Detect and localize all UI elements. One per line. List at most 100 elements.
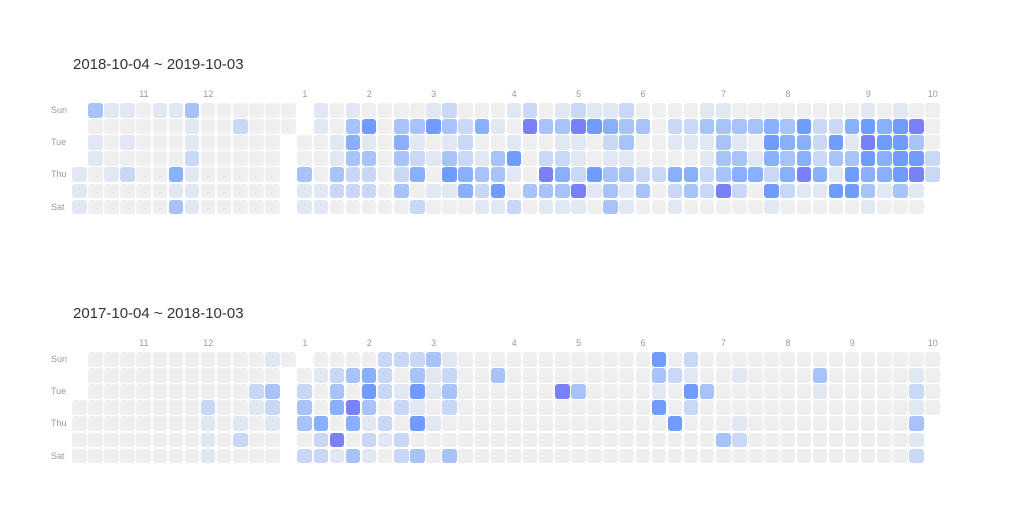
heatmap-cell[interactable] (699, 400, 715, 415)
heatmap-cell[interactable] (394, 432, 409, 447)
heatmap-cell[interactable] (184, 135, 200, 150)
heatmap-cell[interactable] (780, 119, 795, 134)
heatmap-cell[interactable] (522, 368, 538, 383)
heatmap-cell[interactable] (152, 400, 167, 415)
heatmap-cell[interactable] (345, 384, 361, 399)
heatmap-cell[interactable] (893, 199, 908, 215)
heatmap-cell[interactable] (233, 368, 248, 383)
heatmap-cell[interactable] (732, 167, 747, 182)
heatmap-cell[interactable] (683, 448, 699, 464)
heatmap-cell[interactable] (780, 448, 795, 464)
heatmap-cell[interactable] (522, 400, 538, 415)
heatmap-cell[interactable] (426, 400, 441, 415)
heatmap-cell[interactable] (748, 151, 763, 166)
heatmap-cell[interactable] (184, 352, 200, 367)
heatmap-cell[interactable] (216, 183, 232, 198)
heatmap-cell[interactable] (297, 151, 312, 166)
heatmap-cell[interactable] (458, 368, 473, 383)
heatmap-cell[interactable] (442, 183, 457, 198)
heatmap-cell[interactable] (104, 432, 119, 447)
heatmap-cell[interactable] (812, 151, 828, 166)
heatmap-cell[interactable] (377, 368, 393, 383)
heatmap-cell[interactable] (458, 167, 473, 182)
heatmap-cell[interactable] (603, 416, 618, 431)
heatmap-cell[interactable] (377, 183, 393, 198)
heatmap-cell[interactable] (506, 199, 522, 215)
heatmap-cell[interactable] (136, 400, 151, 415)
heatmap-cell[interactable] (136, 151, 151, 166)
heatmap-cell[interactable] (426, 103, 441, 118)
heatmap-cell[interactable] (796, 119, 811, 134)
heatmap-cell[interactable] (538, 103, 554, 118)
heatmap-cell[interactable] (329, 151, 345, 166)
heatmap-cell[interactable] (877, 199, 892, 215)
heatmap-cell[interactable] (458, 400, 473, 415)
heatmap-cell[interactable] (426, 448, 441, 464)
heatmap-cell[interactable] (394, 183, 409, 198)
heatmap-cell[interactable] (812, 352, 828, 367)
heatmap-cell[interactable] (538, 183, 554, 198)
heatmap-cell[interactable] (442, 199, 457, 215)
heatmap-cell[interactable] (281, 103, 296, 118)
heatmap-cell[interactable] (410, 432, 425, 447)
heatmap-cell[interactable] (796, 400, 811, 415)
heatmap-cell[interactable] (699, 119, 715, 134)
heatmap-cell[interactable] (474, 199, 489, 215)
heatmap-cell[interactable] (522, 432, 538, 447)
heatmap-cell[interactable] (506, 135, 522, 150)
heatmap-cell[interactable] (377, 416, 393, 431)
heatmap-cell[interactable] (233, 183, 248, 198)
heatmap-cell[interactable] (88, 448, 103, 464)
heatmap-cell[interactable] (780, 199, 795, 215)
heatmap-cell[interactable] (104, 448, 119, 464)
heatmap-cell[interactable] (361, 183, 377, 198)
heatmap-cell[interactable] (216, 119, 232, 134)
heatmap-cell[interactable] (168, 119, 184, 134)
heatmap-cell[interactable] (812, 167, 828, 182)
heatmap-cell[interactable] (506, 119, 522, 134)
heatmap-cell[interactable] (587, 352, 602, 367)
heatmap-cell[interactable] (104, 119, 119, 134)
heatmap-cell[interactable] (699, 167, 715, 182)
heatmap-cell[interactable] (877, 183, 892, 198)
heatmap-cell[interactable] (313, 167, 328, 182)
heatmap-cell[interactable] (216, 103, 232, 118)
heatmap-cell[interactable] (748, 432, 763, 447)
heatmap-cell[interactable] (522, 167, 538, 182)
heatmap-cell[interactable] (490, 119, 506, 134)
heatmap-cell[interactable] (683, 400, 699, 415)
heatmap-cell[interactable] (345, 183, 361, 198)
heatmap-cell[interactable] (410, 416, 425, 431)
heatmap-cell[interactable] (394, 368, 409, 383)
heatmap-cell[interactable] (619, 368, 634, 383)
heatmap-cell[interactable] (442, 167, 457, 182)
heatmap-cell[interactable] (683, 199, 699, 215)
heatmap-cell[interactable] (233, 416, 248, 431)
heatmap-cell[interactable] (587, 135, 602, 150)
heatmap-cell[interactable] (619, 151, 634, 166)
heatmap-cell[interactable] (748, 135, 763, 150)
heatmap-cell[interactable] (377, 448, 393, 464)
heatmap-cell[interactable] (764, 119, 779, 134)
heatmap-cell[interactable] (780, 151, 795, 166)
heatmap-cell[interactable] (506, 103, 522, 118)
heatmap-cell[interactable] (925, 119, 940, 134)
heatmap-cell[interactable] (377, 119, 393, 134)
heatmap-cell[interactable] (72, 432, 87, 447)
heatmap-cell[interactable] (474, 167, 489, 182)
heatmap-cell[interactable] (893, 167, 908, 182)
heatmap-cell[interactable] (72, 448, 87, 464)
heatmap-cell[interactable] (345, 167, 361, 182)
heatmap-cell[interactable] (168, 183, 184, 198)
heatmap-cell[interactable] (233, 151, 248, 166)
heatmap-cell[interactable] (168, 352, 184, 367)
heatmap-cell[interactable] (909, 135, 924, 150)
heatmap-cell[interactable] (925, 103, 940, 118)
heatmap-cell[interactable] (538, 119, 554, 134)
heatmap-cell[interactable] (233, 135, 248, 150)
heatmap-cell[interactable] (683, 151, 699, 166)
heatmap-cell[interactable] (458, 199, 473, 215)
heatmap-cell[interactable] (796, 384, 811, 399)
heatmap-cell[interactable] (780, 368, 795, 383)
heatmap-cell[interactable] (233, 384, 248, 399)
